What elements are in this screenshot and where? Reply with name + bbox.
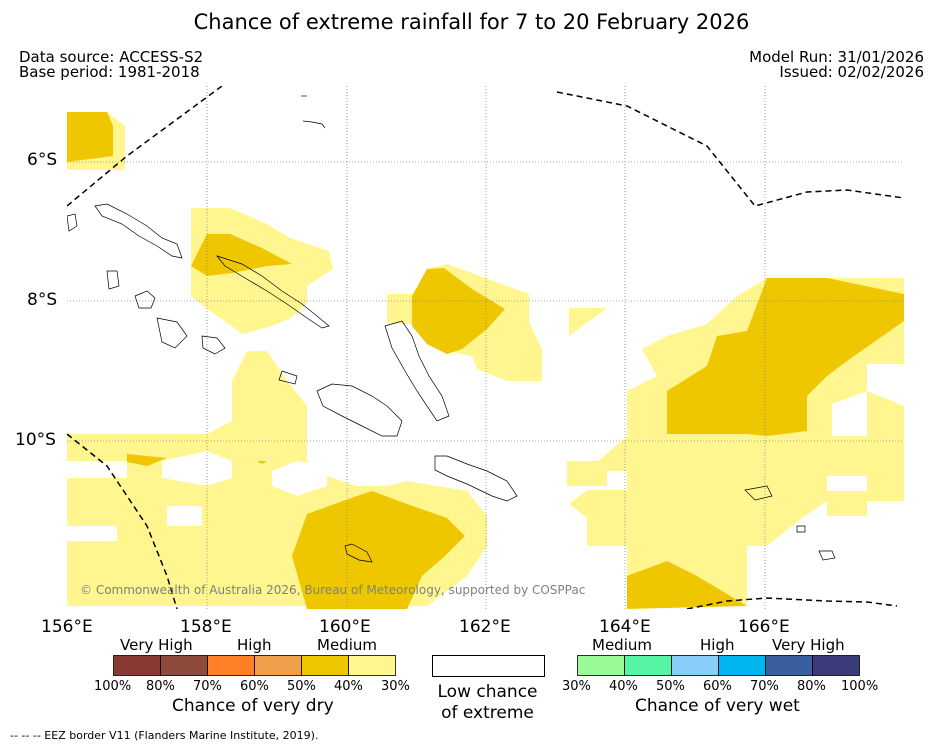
wet-swatch-0 xyxy=(577,655,625,676)
model-run: Model Run: 31/01/2026 xyxy=(749,48,924,66)
dry-tick-40: 40% xyxy=(334,679,363,694)
data-source-info: Data source: ACCESS-S2 Base period: 1981… xyxy=(19,50,203,80)
lon-label-164e: 164°E xyxy=(599,617,651,637)
dry-tick-70: 70% xyxy=(193,679,222,694)
wet-swatch-3 xyxy=(718,655,766,676)
lat-label-8s: 8°S xyxy=(27,290,58,310)
dry-tick-50: 50% xyxy=(287,679,316,694)
wet-tick-30: 30% xyxy=(562,679,591,694)
dry-tick-30: 30% xyxy=(381,679,410,694)
run-info: Model Run: 31/01/2026 Issued: 02/02/2026 xyxy=(749,50,924,80)
wet-tick-50: 50% xyxy=(656,679,685,694)
wet-tick-60: 60% xyxy=(703,679,732,694)
issued-date: Issued: 02/02/2026 xyxy=(779,63,924,81)
lon-label-162e: 162°E xyxy=(459,617,511,637)
low-chance-swatch xyxy=(432,655,545,677)
dry-caption: Chance of very dry xyxy=(172,696,334,716)
dry-swatch-0 xyxy=(113,655,161,676)
eez-borders xyxy=(67,86,904,609)
dry-swatch-4 xyxy=(301,655,349,676)
dry-category-very-high: Very High xyxy=(120,636,193,654)
wet-tick-70: 70% xyxy=(750,679,779,694)
wet-swatch-4 xyxy=(765,655,813,676)
data-source: Data source: ACCESS-S2 xyxy=(19,48,204,66)
dry-swatch-5 xyxy=(348,655,396,676)
dry-tick-60: 60% xyxy=(240,679,269,694)
dry-tick-80: 80% xyxy=(146,679,175,694)
wet-tick-40: 40% xyxy=(609,679,638,694)
copyright-notice: © Commonwealth of Australia 2026, Bureau… xyxy=(80,583,586,597)
lon-label-166e: 166°E xyxy=(738,617,790,637)
wet-caption: Chance of very wet xyxy=(635,696,800,716)
dry-category-medium: Medium xyxy=(317,636,377,654)
wet-category-very-high: Very High xyxy=(772,636,845,654)
dry-colorbar xyxy=(113,655,396,676)
wet-tick-80: 80% xyxy=(797,679,826,694)
map-title: Chance of extreme rainfall for 7 to 20 F… xyxy=(193,10,750,34)
base-period: Base period: 1981-2018 xyxy=(19,63,200,81)
wet-swatch-1 xyxy=(624,655,672,676)
graticule xyxy=(67,86,904,609)
lon-label-160e: 160°E xyxy=(319,617,371,637)
eez-footnote: -- -- -- EEZ border V11 (Flanders Marine… xyxy=(10,729,319,742)
lon-label-158e: 158°E xyxy=(180,617,232,637)
wet-swatch-2 xyxy=(671,655,719,676)
coastlines xyxy=(67,95,836,563)
dry-tick-100: 100% xyxy=(94,679,132,694)
wet-category-medium: Medium xyxy=(592,636,652,654)
lat-label-6s: 6°S xyxy=(27,150,58,170)
wet-colorbar xyxy=(577,655,860,676)
dry-swatch-3 xyxy=(254,655,302,676)
low-chance-label: Low chance of extreme xyxy=(437,682,538,723)
medium-dry-regions-gold xyxy=(67,112,904,609)
low-chance-holes xyxy=(67,391,904,541)
wet-swatch-5 xyxy=(812,655,860,676)
dry-swatch-2 xyxy=(207,655,255,676)
lat-label-10s: 10°S xyxy=(15,430,56,450)
lon-label-156e: 156°E xyxy=(41,617,93,637)
wet-category-high: High xyxy=(700,636,735,654)
dry-category-high: High xyxy=(237,636,272,654)
rainfall-map xyxy=(67,86,904,609)
wet-tick-100: 100% xyxy=(841,679,879,694)
dry-swatch-1 xyxy=(160,655,208,676)
